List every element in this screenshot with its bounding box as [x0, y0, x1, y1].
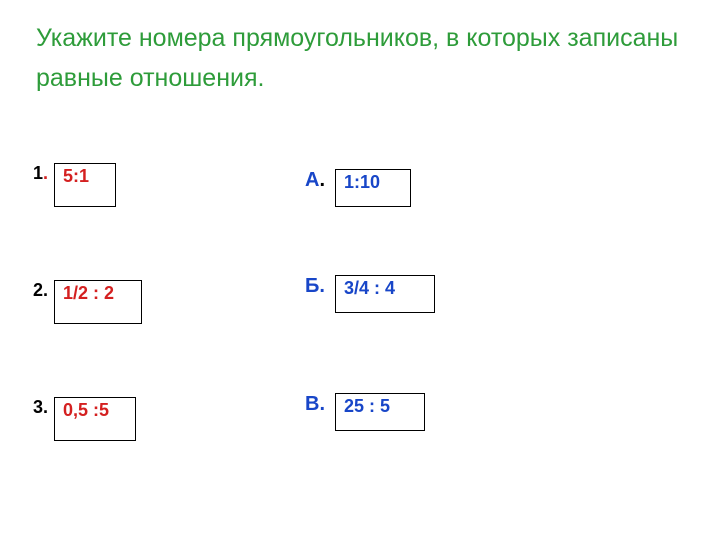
right-value-a: 1:10: [344, 172, 380, 192]
left-box-2: 1/2 : 2: [54, 280, 142, 324]
page-title: Укажите номера прямоугольников, в которы…: [36, 18, 680, 98]
left-label-1: 1.: [33, 163, 48, 184]
right-box-v: 25 : 5: [335, 393, 425, 431]
right-dot-a: .: [319, 169, 325, 191]
right-item-a: А. 1:10: [305, 169, 411, 207]
right-value-b: 3/4 : 4: [344, 278, 395, 298]
right-item-v: В. 25 : 5: [305, 393, 425, 431]
left-value-2: 1/2 : 2: [63, 283, 114, 303]
left-value-1: 5:1: [63, 166, 89, 186]
left-label-2: 2.: [33, 280, 48, 301]
left-label-3: 3.: [33, 397, 48, 418]
right-box-a: 1:10: [335, 169, 411, 207]
left-dot-1: .: [43, 163, 48, 183]
left-dot-2: .: [43, 280, 48, 300]
left-box-3: 0,5 :5: [54, 397, 136, 441]
right-letter-a: А: [305, 169, 319, 191]
right-label-a: А.: [305, 169, 325, 192]
left-dot-3: .: [43, 397, 48, 417]
right-item-b: Б. 3/4 : 4: [305, 275, 435, 313]
left-box-1: 5:1: [54, 163, 116, 207]
left-item-1: 1. 5:1: [33, 163, 116, 207]
left-num-1: 1: [33, 163, 43, 183]
right-value-v: 25 : 5: [344, 396, 390, 416]
right-letter-v: В: [305, 393, 319, 415]
right-label-b: Б.: [305, 275, 325, 298]
left-num-2: 2: [33, 280, 43, 300]
right-dot-v: .: [319, 393, 325, 415]
right-box-b: 3/4 : 4: [335, 275, 435, 313]
left-item-3: 3. 0,5 :5: [33, 397, 136, 441]
right-dot-b: .: [319, 275, 325, 297]
left-item-2: 2. 1/2 : 2: [33, 280, 142, 324]
left-value-3: 0,5 :5: [63, 400, 109, 420]
right-letter-b: Б: [305, 275, 319, 297]
left-num-3: 3: [33, 397, 43, 417]
right-label-v: В.: [305, 393, 325, 416]
